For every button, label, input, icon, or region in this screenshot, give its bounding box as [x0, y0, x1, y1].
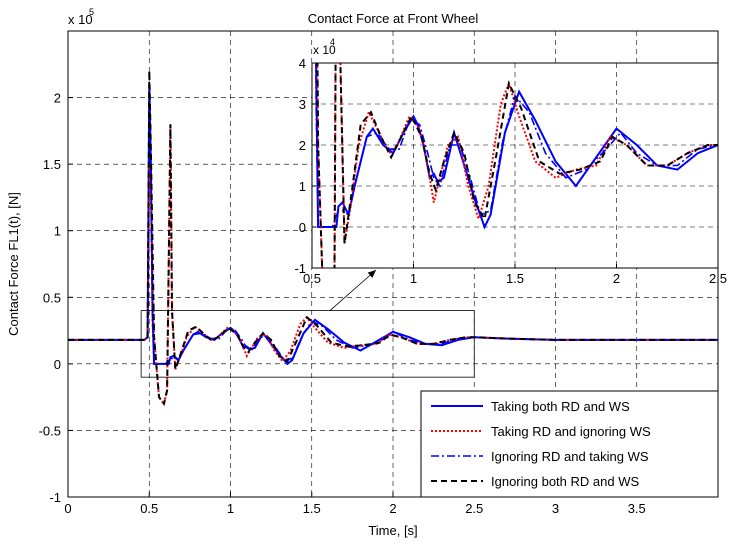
x-axis-label: Time, [s]: [368, 523, 417, 538]
inset-y-multiplier-exponent: 4: [330, 37, 335, 47]
inset-series-line: [315, 63, 718, 228]
inset-series: [315, 63, 718, 268]
main-x-tick-label: 3.5: [628, 501, 646, 516]
inset-x-tick-label: 1: [410, 271, 417, 286]
main-y-multiplier-exponent: 5: [89, 7, 94, 17]
inset-y-tick-label: -1: [294, 261, 306, 276]
main-x-tick-label: 1: [227, 501, 234, 516]
main-plot: 0 0.5 1 1.5 2 2.5 3 3.5 -1 -0.5 0 0.5 1 1.5 2 x 10 5: [39, 7, 719, 516]
inset-y-tick-label: 1: [299, 179, 306, 194]
zoom-arrow: [329, 269, 377, 311]
main-series: [68, 70, 718, 407]
main-y-tick-label: -1: [49, 490, 61, 505]
main-y-tick-label: 1: [54, 224, 61, 239]
legend-entry-label: Taking both RD and WS: [491, 399, 630, 414]
main-y-tick-label: 1.5: [43, 157, 61, 172]
main-x-tick-label: 0.5: [140, 501, 158, 516]
inset-y-tick-label: 3: [299, 97, 306, 112]
main-y-tick-label: 0.5: [43, 290, 61, 305]
main-y-multiplier-base: x 10: [68, 12, 93, 27]
main-ticks: 0 0.5 1 1.5 2 2.5 3 3.5 -1 -0.5 0 0.5 1 1.5 2: [39, 91, 646, 516]
zoom-arrow-head-icon: [367, 270, 376, 278]
inset-y-multiplier-base: x 10: [313, 43, 336, 57]
main-x-tick-label: 2: [389, 501, 396, 516]
inset-x-tick-label: 1.5: [506, 271, 524, 286]
main-x-tick-label: 2.5: [465, 501, 483, 516]
inset-plot: 0.5 1 1.5 2 2.5 -1 0 1 2 3 4 x 10 4: [294, 37, 727, 286]
inset-x-tick-label: 2: [613, 271, 620, 286]
zoom-box: [140, 310, 475, 378]
main-y-tick-label: 2: [54, 91, 61, 106]
inset-y-tick-label: 2: [299, 138, 306, 153]
legend-entry-label: Taking RD and ignoring WS: [491, 424, 651, 439]
legend: Taking both RD and WS Taking RD and ignor…: [420, 390, 719, 498]
inset-series-line: [316, 63, 718, 268]
main-series-line: [68, 70, 718, 407]
inset-x-tick-label: 2.5: [709, 271, 727, 286]
main-y-tick-label: 0: [54, 357, 61, 372]
chart-title: Contact Force at Front Wheel: [308, 11, 479, 26]
y-axis-label: Contact Force FL1(t), [N]: [6, 192, 21, 336]
main-x-tick-label: 1.5: [303, 501, 321, 516]
legend-box: [420, 390, 719, 498]
inset-x-tick-label: 0.5: [303, 271, 321, 286]
main-x-tick-label: 3: [552, 501, 559, 516]
inset-y-tick-label: 0: [299, 220, 306, 235]
legend-entry-label: Ignoring both RD and WS: [491, 474, 639, 489]
legend-entry-label: Ignoring RD and taking WS: [491, 449, 649, 464]
main-y-tick-label: -0.5: [39, 423, 61, 438]
inset-ticks: 0.5 1 1.5 2 2.5 -1 0 1 2 3 4: [294, 56, 727, 286]
inset-y-tick-label: 4: [299, 56, 306, 71]
main-x-tick-label: 0: [64, 501, 71, 516]
